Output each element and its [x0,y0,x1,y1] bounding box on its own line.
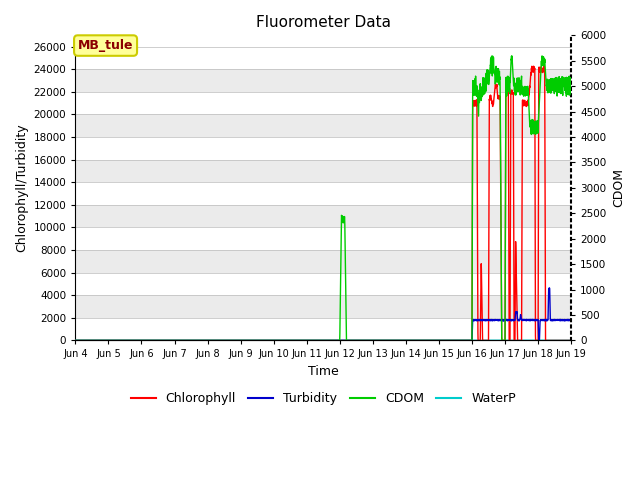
Bar [76,318,571,340]
Bar [76,295,571,318]
Bar [76,92,571,114]
Bar [76,182,571,205]
Bar [76,114,571,137]
Bar [76,228,571,250]
Y-axis label: Chlorophyll/Turbidity: Chlorophyll/Turbidity [15,123,28,252]
Bar [76,205,571,228]
Legend: Chlorophyll, Turbidity, CDOM, WaterP: Chlorophyll, Turbidity, CDOM, WaterP [125,387,521,410]
Title: Fluorometer Data: Fluorometer Data [256,15,391,30]
Bar [76,273,571,295]
Bar [76,47,571,69]
Bar [76,69,571,92]
Y-axis label: CDOM: CDOM [612,168,625,207]
Bar [76,137,571,160]
Bar [76,250,571,273]
Bar [76,160,571,182]
X-axis label: Time: Time [308,365,339,378]
Text: MB_tule: MB_tule [78,39,133,52]
